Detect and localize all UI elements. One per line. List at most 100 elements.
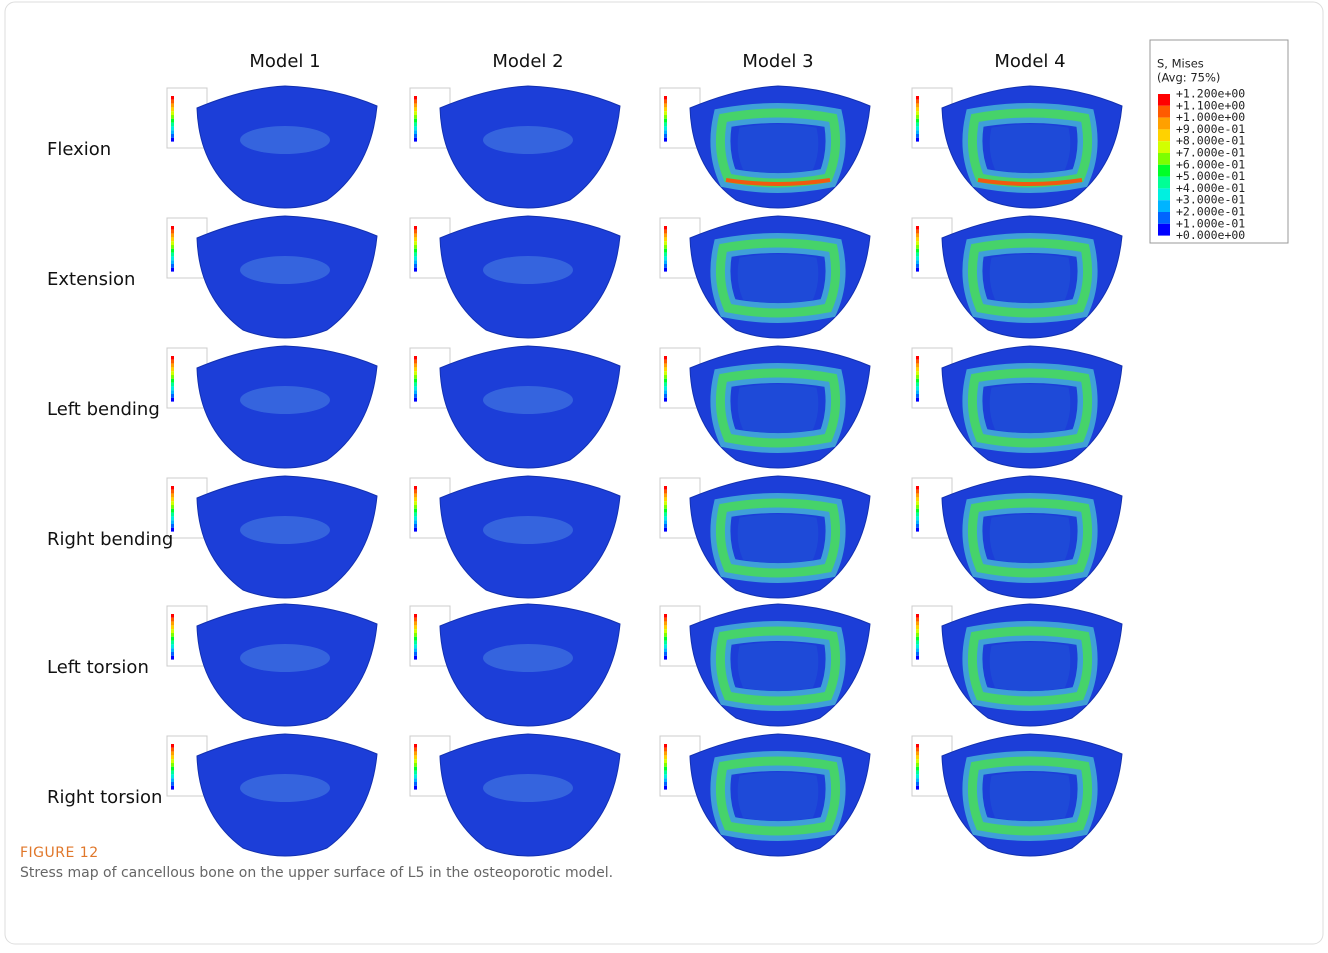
mini-legend-swatch [916,115,919,119]
mini-legend-swatch [171,778,174,782]
stress-patch [483,256,573,284]
mini-legend-swatch [664,107,667,111]
mini-legend-swatch [916,398,919,402]
row-label: Left torsion [47,657,149,678]
mini-legend-swatch [414,371,417,375]
mini-legend-swatch [171,494,174,498]
mini-legend-swatch [414,524,417,528]
mini-legend-swatch [414,767,417,771]
mini-legend-swatch [664,520,667,524]
legend-swatch [1158,94,1170,106]
mini-legend-swatch [171,629,174,633]
mini-legend-swatch [916,618,919,622]
mini-legend-swatch [664,752,667,756]
mini-legend-swatch [664,652,667,656]
legend-swatch [1158,129,1170,141]
mini-legend-swatch [916,752,919,756]
mini-legend-swatch [916,356,919,360]
mini-legend-swatch [171,134,174,138]
mini-legend-swatch [664,241,667,245]
mini-legend-swatch [414,748,417,752]
mini-legend-swatch [171,486,174,490]
stress-core [738,254,819,303]
mini-legend-swatch [664,123,667,127]
figure: S, Mises (Avg: 75%) +1.200e+00+1.100e+00… [0,0,1328,949]
mini-legend-swatch [664,774,667,778]
mini-legend-swatch [916,390,919,394]
mini-legend-swatch [414,633,417,637]
mini-legend-swatch [414,490,417,494]
mini-legend-swatch [916,386,919,390]
mini-legend-swatch [171,96,174,100]
mini-legend-swatch [664,386,667,390]
mini-legend-swatch [664,744,667,748]
mini-legend-swatch [414,386,417,390]
mini-legend-swatch [664,494,667,498]
mini-legend-swatch [916,497,919,501]
mini-legend-swatch [414,520,417,524]
mini-legend-swatch [916,230,919,234]
mini-legend-swatch [171,130,174,134]
column-header: Model 2 [492,51,563,72]
mini-legend-swatch [916,528,919,532]
mini-legend-swatch [664,633,667,637]
mini-legend-swatch [414,625,417,629]
mini-legend-swatch [414,752,417,756]
mini-legend-swatch [916,637,919,641]
mini-legend-swatch [916,134,919,138]
mini-legend-swatch [171,119,174,123]
legend-swatch [1158,106,1170,118]
mini-legend-swatch [916,755,919,759]
mini-legend-swatch [414,648,417,652]
mini-legend-swatch [916,494,919,498]
mini-legend-swatch [916,759,919,763]
mini-legend-swatch [414,115,417,119]
mini-legend-swatch [916,774,919,778]
stress-patch [240,516,330,544]
mini-legend-swatch [171,786,174,790]
stress-patch [240,386,330,414]
column-header: Model 1 [249,51,320,72]
mini-legend-swatch [664,119,667,123]
mini-legend-swatch [916,516,919,520]
mini-legend-swatch [414,516,417,520]
mini-legend-swatch [171,520,174,524]
mini-legend-swatch [171,226,174,230]
stress-core [990,772,1071,821]
mini-legend-swatch [664,501,667,505]
mini-legend-swatch [916,253,919,257]
row-label: Right bending [47,529,173,550]
mini-legend-swatch [171,260,174,264]
mini-legend-swatch [664,230,667,234]
mini-legend-swatch [664,130,667,134]
mini-legend-swatch [664,505,667,509]
mini-legend-swatch [414,383,417,387]
mini-legend-swatch [171,637,174,641]
mini-legend-swatch [664,748,667,752]
mini-legend-swatch [916,394,919,398]
mini-legend-swatch [664,104,667,108]
mini-legend-swatch [171,234,174,238]
mini-legend-swatch [916,264,919,268]
mini-legend-swatch [664,138,667,142]
mini-legend-swatch [664,249,667,253]
row-label: Flexion [47,139,111,160]
mini-legend-swatch [414,234,417,238]
mini-legend-swatch [916,371,919,375]
mini-legend-swatch [664,226,667,230]
mini-legend-swatch [916,771,919,775]
mini-legend-swatch [664,618,667,622]
mini-legend-swatch [916,744,919,748]
mini-legend-swatch [916,763,919,767]
mini-legend-swatch [414,644,417,648]
mini-legend-swatch [414,641,417,645]
mini-legend-swatch [171,748,174,752]
mini-legend-swatch [171,524,174,528]
mini-legend-swatch [171,356,174,360]
mini-legend-swatch [916,748,919,752]
mini-legend-swatch [664,394,667,398]
mini-legend-swatch [664,641,667,645]
mini-legend-swatch [664,364,667,368]
caption: Stress map of cancellous bone on the upp… [20,865,613,881]
legend-swatch [1158,177,1170,189]
